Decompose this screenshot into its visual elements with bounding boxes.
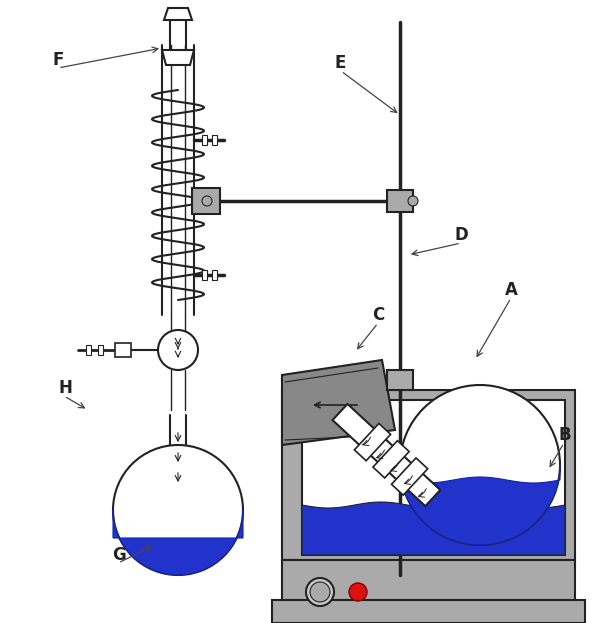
Polygon shape	[113, 510, 243, 575]
Bar	[98, 345, 103, 355]
Polygon shape	[373, 440, 409, 478]
Circle shape	[349, 583, 367, 601]
Text: D: D	[455, 226, 469, 244]
Bar	[202, 270, 207, 280]
Bar	[115, 343, 131, 357]
Polygon shape	[162, 50, 194, 65]
Circle shape	[113, 445, 243, 575]
Text: F: F	[52, 51, 64, 69]
Bar	[387, 370, 413, 390]
Polygon shape	[282, 560, 575, 605]
Circle shape	[408, 196, 418, 206]
Text: E: E	[335, 54, 346, 72]
Polygon shape	[164, 8, 192, 20]
Text: C: C	[372, 306, 384, 324]
Bar	[212, 135, 217, 145]
Polygon shape	[302, 502, 565, 555]
Bar	[86, 345, 91, 355]
Text: B: B	[558, 426, 571, 444]
Polygon shape	[332, 404, 440, 506]
Bar	[387, 190, 413, 212]
Text: A: A	[505, 281, 518, 299]
Polygon shape	[272, 600, 585, 623]
Circle shape	[158, 330, 198, 370]
Polygon shape	[302, 400, 565, 555]
Text: G: G	[112, 546, 126, 564]
Circle shape	[306, 578, 334, 606]
Bar	[212, 270, 217, 280]
Polygon shape	[400, 465, 560, 545]
Polygon shape	[282, 360, 395, 445]
Bar	[192, 188, 220, 214]
Circle shape	[400, 385, 560, 545]
Polygon shape	[355, 424, 391, 461]
Bar	[202, 135, 207, 145]
Circle shape	[202, 196, 212, 206]
Text: H: H	[58, 379, 72, 397]
Polygon shape	[282, 390, 575, 560]
Circle shape	[310, 582, 330, 602]
Polygon shape	[392, 458, 428, 495]
